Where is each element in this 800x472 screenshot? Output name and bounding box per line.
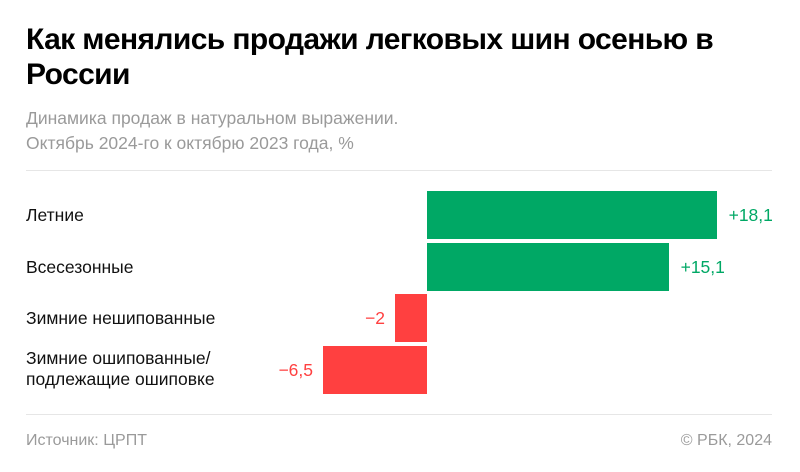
top-divider bbox=[26, 170, 772, 171]
bottom-divider bbox=[26, 414, 772, 415]
value-label: −2 bbox=[365, 308, 385, 328]
row-label: Зимние нешипованные bbox=[26, 308, 216, 328]
value-label: +18,1 bbox=[728, 205, 773, 225]
subtitle-line-1: Динамика продаж в натуральном выражении. bbox=[26, 108, 399, 128]
copyright-note: © РБК, 2024 bbox=[680, 432, 772, 449]
row-label-line-1: Зимние ошипованные/ bbox=[26, 348, 211, 368]
chart-title: Как менялись продажи легковых шин осенью… bbox=[26, 23, 714, 91]
value-label: −6,5 bbox=[278, 360, 313, 380]
value-label: +15,1 bbox=[680, 257, 725, 277]
bar-negative bbox=[323, 346, 427, 394]
row-label: Зимние ошипованные/ подлежащие ошиповке bbox=[26, 348, 215, 390]
chart-subtitle: Динамика продаж в натуральном выражении.… bbox=[26, 106, 786, 156]
source-note: Источник: ЦРПТ bbox=[26, 432, 147, 449]
row-label-line-2: подлежащие ошиповке bbox=[26, 369, 215, 389]
bar-positive bbox=[427, 243, 669, 291]
subtitle-line-2: Октябрь 2024-го к октябрю 2023 года, % bbox=[26, 133, 354, 153]
row-label: Летние bbox=[26, 205, 84, 225]
bar-negative bbox=[395, 294, 427, 342]
row-label: Всесезонные bbox=[26, 257, 134, 277]
bar-positive bbox=[427, 191, 717, 239]
